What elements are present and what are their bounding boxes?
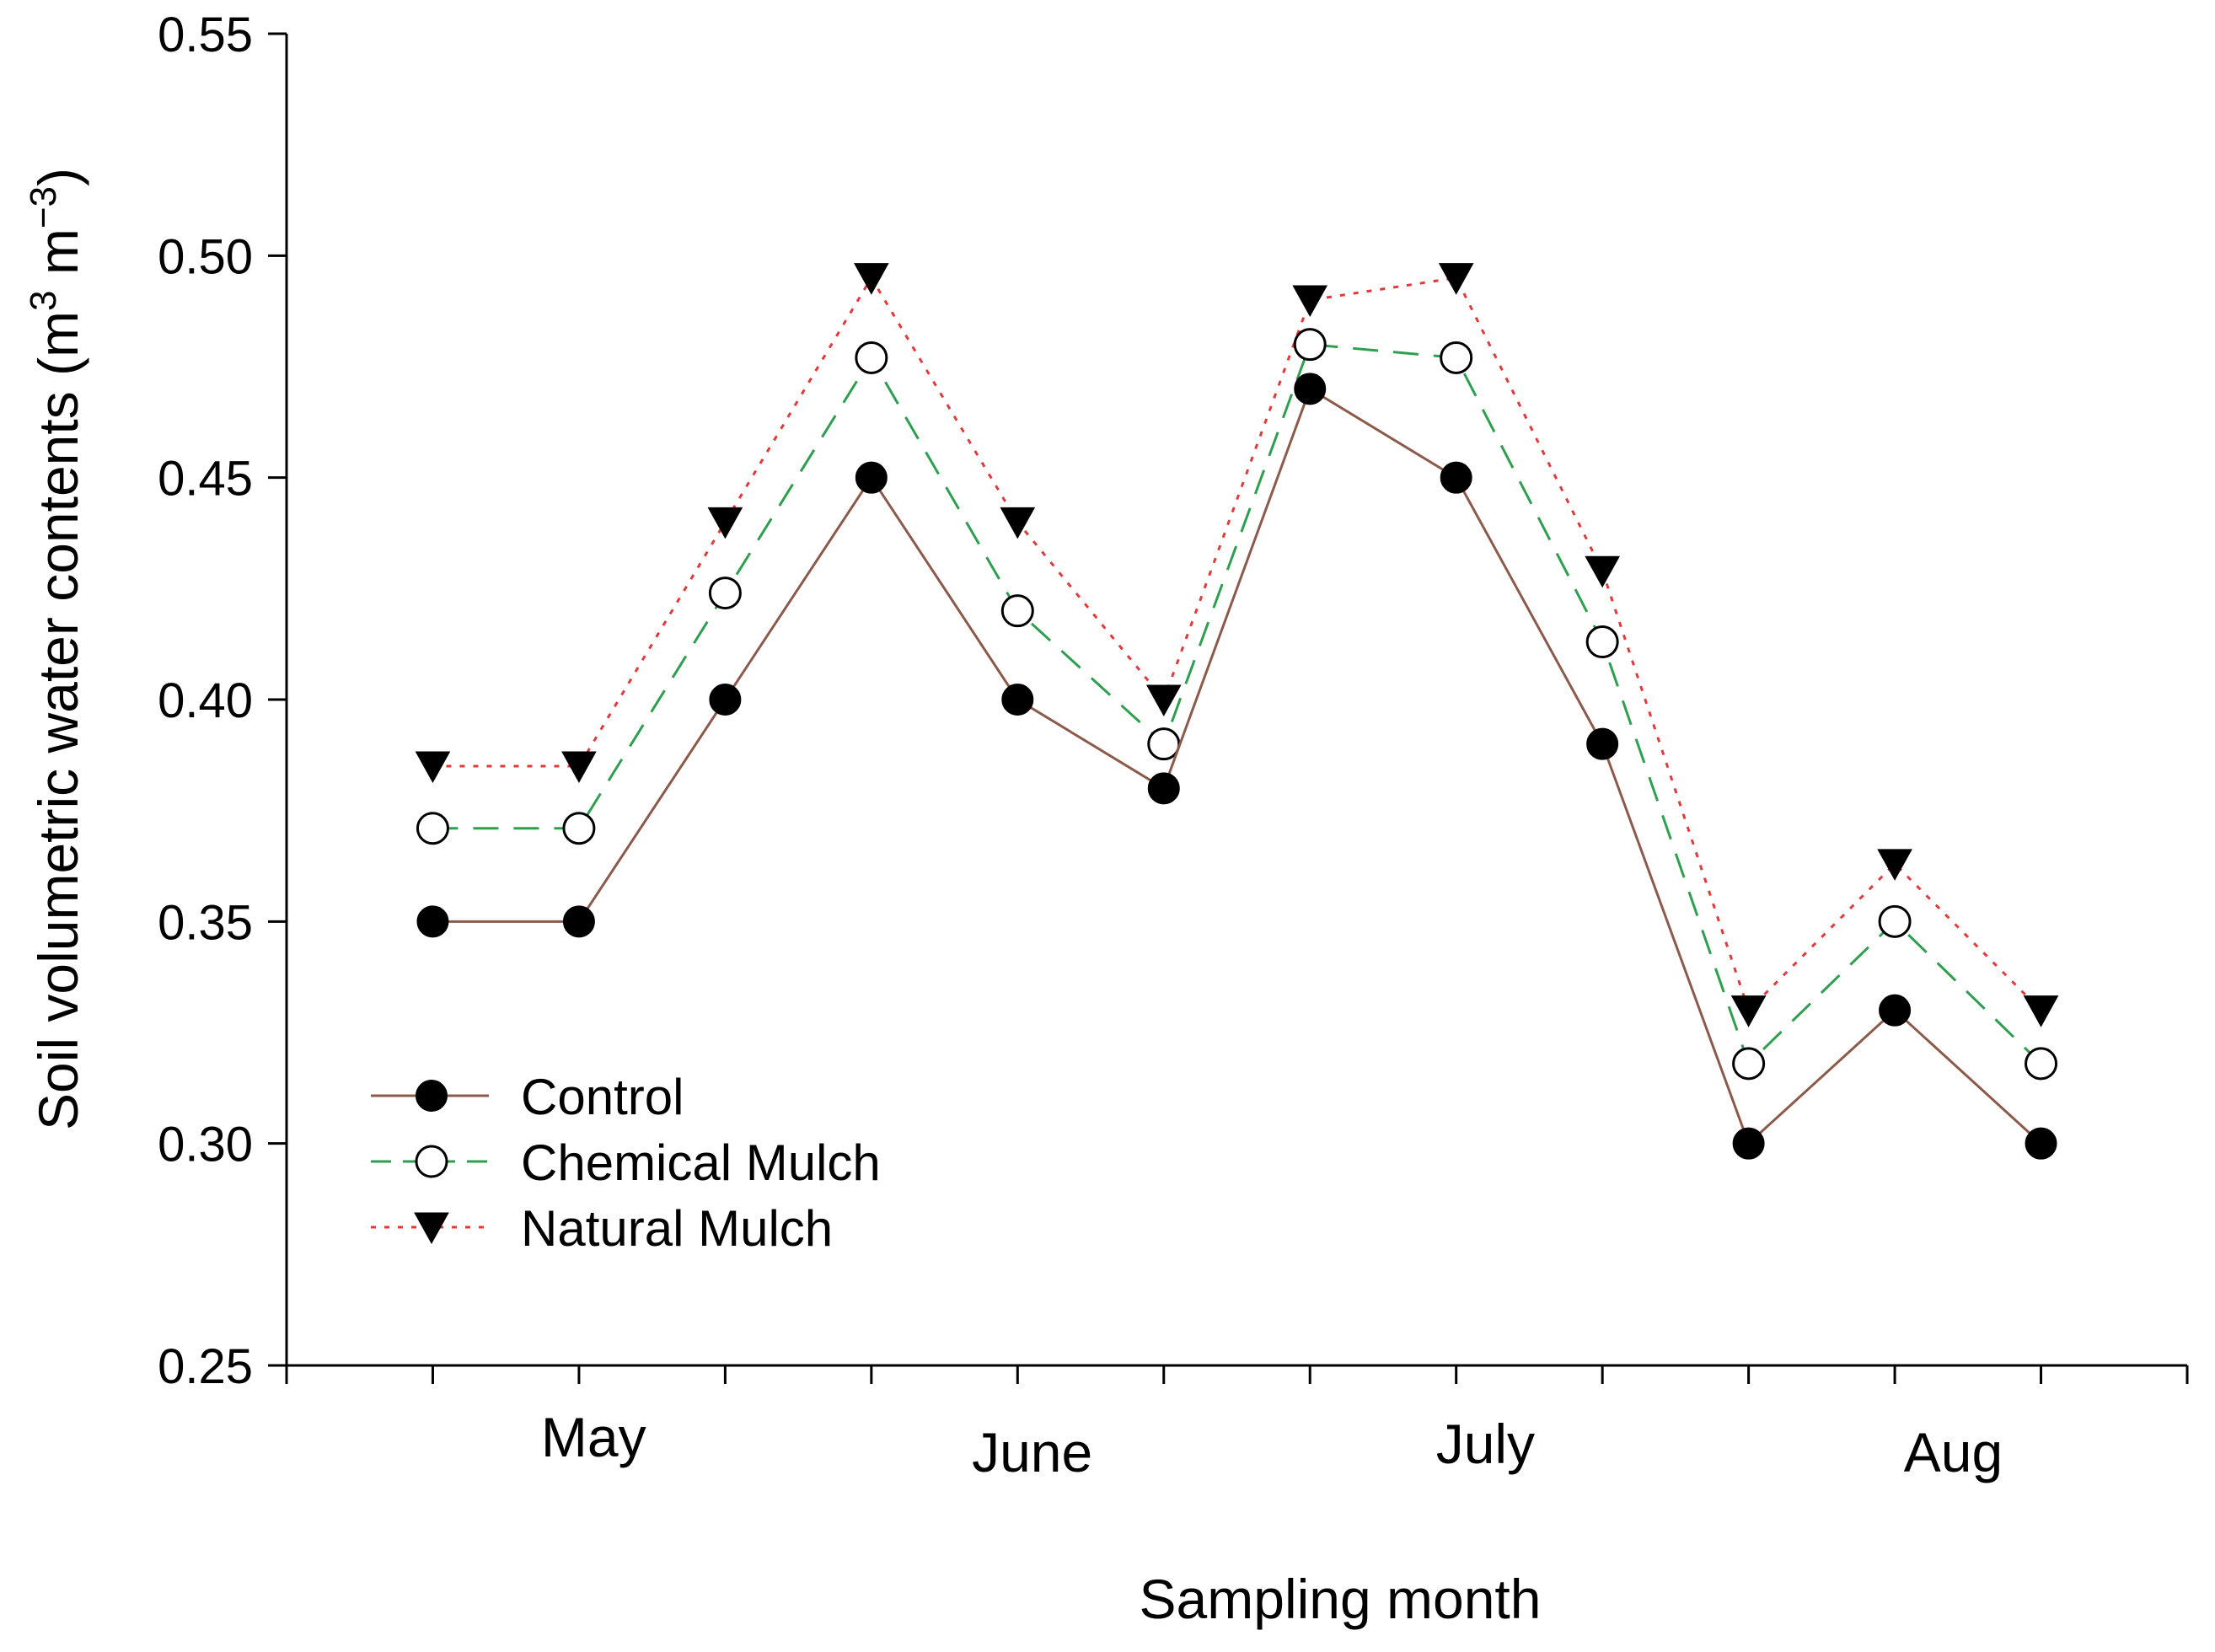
legend: Control Chemical Mulch Natural Mulch: [371, 1069, 881, 1257]
legend-marker: [415, 1145, 448, 1178]
y-tick-label: 0.30: [158, 1118, 253, 1172]
x-tick-label: June: [972, 1421, 1092, 1483]
data-point: [1000, 594, 1034, 628]
data-point: [1145, 684, 1182, 717]
data-point: [1879, 994, 1912, 1027]
data-point: [1732, 1047, 1766, 1081]
data-point: [1001, 684, 1034, 716]
y-tick-label: 0.55: [158, 8, 253, 62]
y-tick-label: 0.50: [158, 229, 253, 284]
data-point: [561, 751, 597, 784]
y-tick-label: 0.35: [158, 895, 253, 950]
series-control: [416, 373, 2057, 1160]
data-point: [2023, 995, 2059, 1027]
data-point: [562, 905, 595, 938]
data-point: [1586, 727, 1619, 760]
data-point: [1294, 373, 1327, 405]
data-point: [1147, 772, 1180, 805]
y-axis-label-mid: m: [27, 228, 89, 290]
y-tick-label: 0.25: [158, 1339, 253, 1394]
plot-area: 0.25 0.30 0.35 0.40 0.45 0.50 0.55 May June July A…: [158, 8, 2189, 1483]
data-point: [416, 812, 449, 845]
data-point: [1585, 625, 1619, 659]
data-point: [415, 751, 451, 784]
x-tick-label: May: [541, 1406, 646, 1468]
y-tick-label: 0.45: [158, 452, 253, 507]
legend-label: Control: [521, 1069, 684, 1125]
data-point: [1440, 341, 1473, 374]
legend-marker: [414, 1212, 449, 1245]
data-point: [1730, 995, 1767, 1027]
data-point: [709, 684, 742, 716]
data-point: [2025, 1047, 2058, 1081]
data-point: [1000, 507, 1036, 539]
y-axis-label: Soil volumetric water contents (m3 m−3): [23, 168, 89, 1130]
data-point: [1732, 1127, 1765, 1160]
data-point: [562, 812, 596, 845]
series-line: [432, 343, 2042, 1066]
data-point: [2025, 1127, 2057, 1160]
y-axis-label-main: Soil volumetric water contents (m: [27, 311, 89, 1130]
data-point: [1878, 904, 1912, 938]
data-point: [1877, 849, 1912, 881]
x-tick-label: July: [1436, 1413, 1535, 1475]
legend-label: Natural Mulch: [521, 1200, 833, 1257]
data-point: [1292, 285, 1328, 318]
series-chemical-mulch: [416, 328, 2058, 1081]
y-axis-label-sup2: −3: [23, 186, 64, 228]
data-point: [416, 905, 449, 938]
y-axis-label-sup1: 3: [23, 291, 64, 311]
series-line: [432, 275, 2042, 1013]
series-natural-mulch: [415, 263, 2059, 1027]
data-point: [1440, 461, 1472, 494]
data-point: [855, 461, 888, 494]
data-point: [707, 507, 743, 539]
y-tick-label: 0.40: [158, 673, 253, 728]
data-point: [1293, 328, 1327, 362]
legend-label: Chemical Mulch: [521, 1134, 881, 1191]
data-point: [1147, 727, 1181, 761]
y-axis-label-end: ): [27, 168, 89, 186]
data-point: [1438, 263, 1474, 295]
x-tick-label: Aug: [1904, 1421, 2003, 1483]
legend-marker: [416, 1080, 448, 1112]
data-point: [1585, 555, 1621, 588]
data-point: [855, 341, 888, 374]
data-point: [853, 263, 889, 295]
data-point: [708, 577, 742, 610]
series-line: [432, 387, 2042, 1146]
x-axis-label: Sampling month: [1140, 1568, 1542, 1630]
